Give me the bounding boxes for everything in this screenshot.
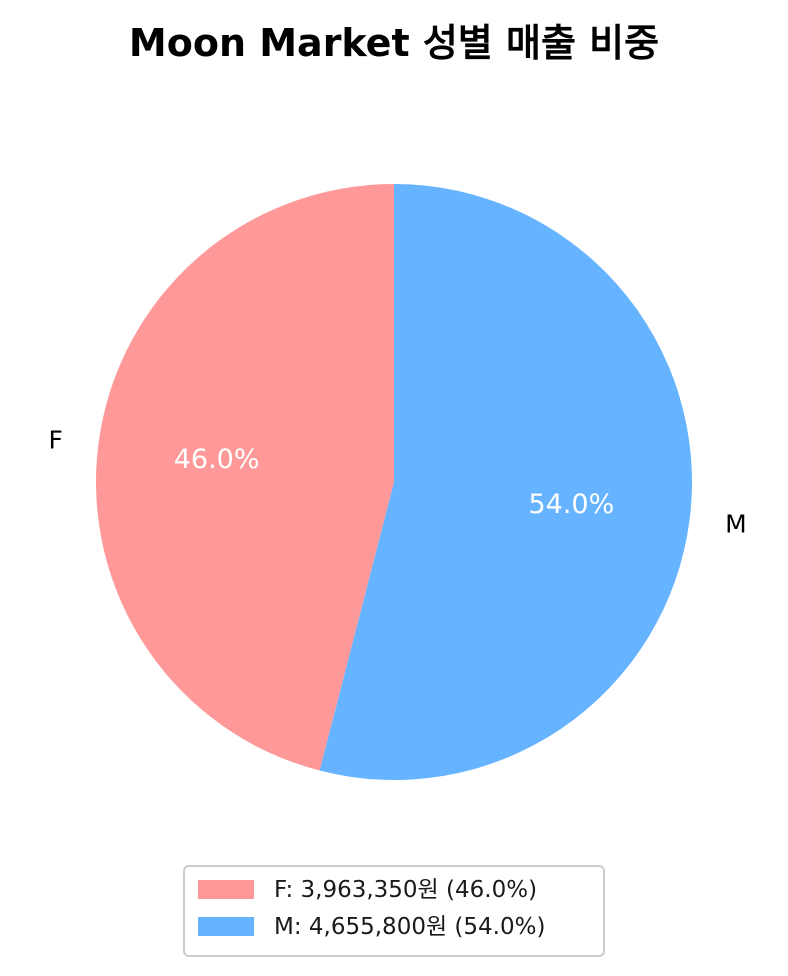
legend-label-f: F: 3,963,350원 (46.0%) — [274, 877, 537, 903]
slice-label-f: F — [49, 425, 63, 454]
legend: F: 3,963,350원 (46.0%) M: 4,655,800원 (54.0… — [183, 865, 605, 957]
slice-label-m: M — [725, 510, 747, 539]
legend-swatch-m — [198, 917, 254, 936]
percent-label-f: 46.0% — [174, 444, 260, 475]
pie-labels: 54.0% M 46.0% F — [49, 425, 747, 538]
pie-slice-f — [95, 184, 394, 771]
pie-slices — [95, 184, 692, 780]
legend-frame — [183, 865, 605, 957]
pie-slice-m — [319, 184, 692, 780]
legend-swatch-f — [198, 880, 254, 899]
legend-label-m: M: 4,655,800원 (54.0%) — [274, 914, 545, 940]
chart-title: Moon Market 성별 매출 비중 — [129, 21, 659, 65]
percent-label-m: 54.0% — [528, 489, 614, 520]
